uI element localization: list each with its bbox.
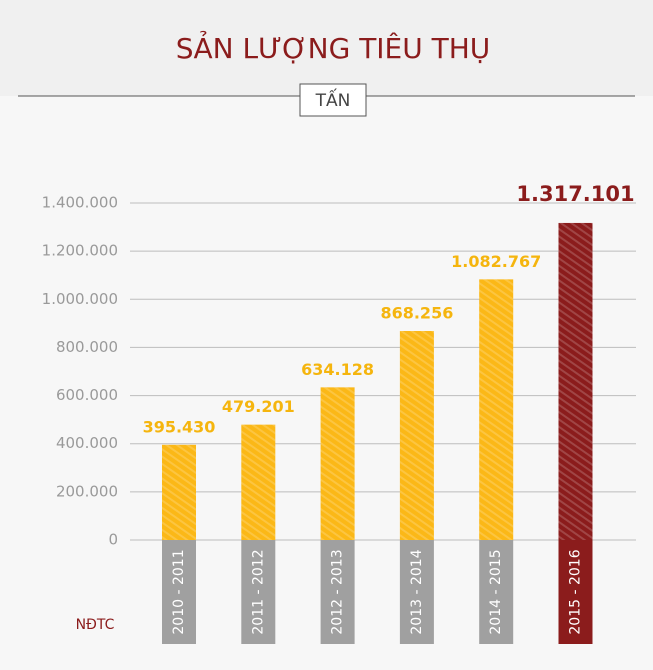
y-tick-label: 600.000 [56,386,118,404]
unit-box [299,83,367,117]
value-label: 634.128 [301,360,374,379]
chart-title: SẢN LƯỢNG TIÊU THỤ [176,30,491,65]
value-label: 395.430 [143,417,216,436]
bar-hatch [479,279,514,540]
x-tick-box [320,540,355,644]
bar-hatch [399,330,434,540]
value-label: 868.256 [380,303,453,322]
bar-hatch [162,444,196,540]
x-tick-label: 2013 - 2014 [409,549,425,634]
bar-hatch [320,387,355,540]
y-tick-label: 800.000 [56,338,118,356]
y-tick-label: 1.200.000 [42,242,118,260]
header-background [0,0,653,96]
y-tick-label: 400.000 [56,434,118,452]
x-tick-box [241,540,276,644]
x-tick-label: 2011 - 2012 [250,549,266,634]
y-tick-label: 1.400.000 [42,194,118,212]
value-label: 479.201 [222,397,295,416]
x-tick-box [399,540,434,644]
x-tick-box [162,540,196,644]
value-label: 1.082.767 [451,252,541,271]
x-tick-label: 2012 - 2013 [330,549,346,634]
x-tick-label: 2015 - 2016 [568,549,584,634]
x-tick-label: 2010 - 2011 [171,549,187,634]
unit-label: TẤN [315,87,351,111]
x-tick-box [479,540,514,644]
bar-hatch [241,424,276,540]
x-axis-label: NĐTC [76,617,115,633]
bar-hatch [558,222,593,541]
y-tick-label: 0 [108,531,118,549]
x-tick-box [558,540,593,644]
value-label: 1.317.101 [516,182,634,206]
x-tick-label: 2014 - 2015 [488,549,504,634]
y-tick-label: 200.000 [56,482,118,500]
y-tick-label: 1.000.000 [42,290,118,308]
